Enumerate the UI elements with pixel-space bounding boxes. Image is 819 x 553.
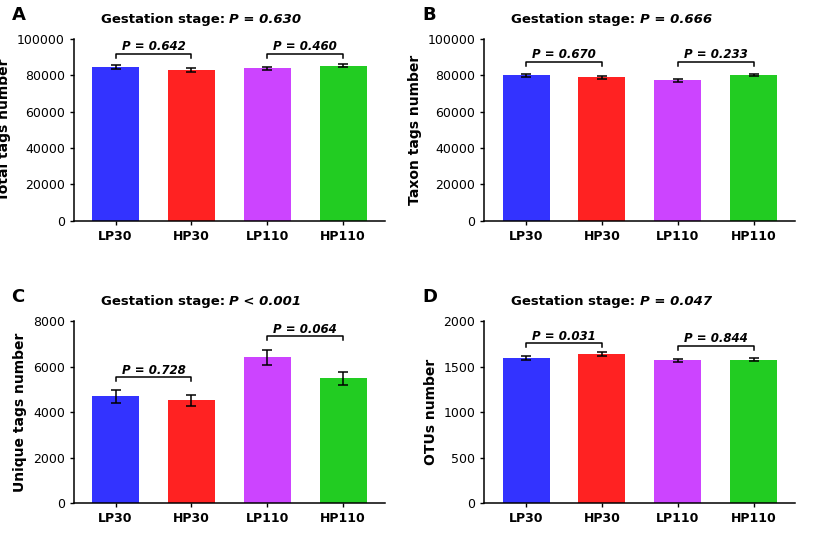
Text: Gestation stage:: Gestation stage: — [101, 13, 229, 26]
Bar — [92, 396, 139, 503]
Text: A: A — [11, 6, 25, 24]
Bar — [577, 77, 625, 221]
Text: P < 0.001: P < 0.001 — [229, 295, 301, 309]
Text: P = 0.728: P = 0.728 — [121, 364, 185, 377]
Text: P = 0.844: P = 0.844 — [683, 332, 747, 346]
Text: Gestation stage:: Gestation stage: — [101, 295, 229, 309]
Bar — [502, 75, 549, 221]
Bar — [243, 68, 291, 221]
Text: C: C — [11, 289, 25, 306]
Text: P = 0.670: P = 0.670 — [532, 48, 595, 61]
Bar — [729, 360, 776, 503]
Bar — [577, 354, 625, 503]
Text: P = 0.064: P = 0.064 — [273, 322, 337, 336]
Bar — [319, 66, 366, 221]
Bar — [319, 378, 366, 503]
Y-axis label: OTUs number: OTUs number — [423, 359, 437, 465]
Text: P = 0.047: P = 0.047 — [639, 295, 711, 309]
Text: P = 0.460: P = 0.460 — [273, 40, 337, 53]
Text: P = 0.666: P = 0.666 — [639, 13, 711, 26]
Bar — [654, 80, 700, 221]
Text: P = 0.642: P = 0.642 — [121, 40, 185, 53]
Bar — [168, 400, 215, 503]
Bar — [243, 357, 291, 503]
Bar — [729, 75, 776, 221]
Text: P = 0.630: P = 0.630 — [229, 13, 301, 26]
Text: D: D — [422, 289, 437, 306]
Text: P = 0.233: P = 0.233 — [683, 48, 747, 61]
Text: Gestation stage:: Gestation stage: — [510, 13, 639, 26]
Y-axis label: Taxon tags number: Taxon tags number — [407, 55, 422, 205]
Bar — [654, 360, 700, 503]
Y-axis label: Unique tags number: Unique tags number — [13, 332, 27, 492]
Text: B: B — [422, 6, 435, 24]
Text: P = 0.031: P = 0.031 — [532, 330, 595, 343]
Bar — [502, 358, 549, 503]
Bar — [92, 67, 139, 221]
Bar — [168, 70, 215, 221]
Y-axis label: Total tags number: Total tags number — [0, 59, 11, 201]
Text: Gestation stage:: Gestation stage: — [510, 295, 639, 309]
